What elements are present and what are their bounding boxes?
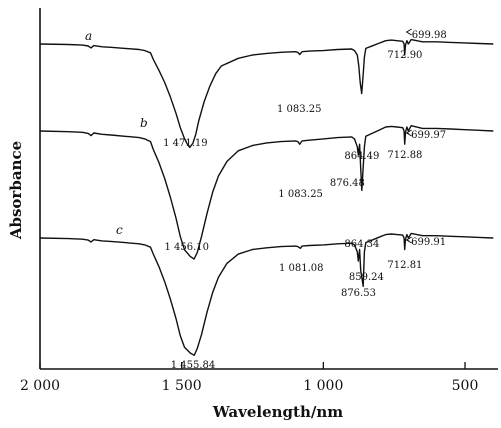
series-curves [39, 38, 494, 356]
x-ticks: 2 000 1 500 1 000 500 [20, 362, 478, 394]
peak-arrow [405, 236, 412, 244]
peak-label: 859.24 [349, 272, 384, 283]
peak-label: 864.34 [344, 239, 379, 250]
series-line-c [39, 232, 494, 356]
peak-label: 712.90 [387, 50, 422, 61]
peak-label: 712.81 [387, 260, 422, 271]
series-tag-b: b [140, 116, 148, 130]
series-tags: a b c [85, 29, 148, 237]
peak-label: 1 083.25 [277, 104, 322, 115]
peak-label: 699.98 [412, 30, 447, 41]
x-tick-label: 1 500 [162, 378, 202, 394]
peak-label: 864.49 [344, 151, 379, 162]
x-tick-label: 1 000 [303, 378, 343, 394]
peak-label: 1 083.25 [278, 189, 323, 200]
peak-label: 699.97 [411, 130, 446, 141]
peak-annotations: 1 471.19 1 083.25 864.49 712.90 699.98 1 456.… [163, 28, 447, 371]
peak-label: 712.88 [387, 150, 422, 161]
series-line-a [39, 38, 494, 149]
peak-arrow [405, 28, 412, 36]
peak-arrow [405, 129, 412, 137]
series-line-b [39, 125, 494, 260]
x-axis-label: Wavelength/nm [212, 403, 343, 421]
peak-label: 1 455.84 [171, 360, 216, 371]
peak-label: 1 081.08 [279, 263, 324, 274]
peak-label: 876.53 [341, 288, 376, 299]
series-tag-c: c [116, 223, 123, 237]
axes [39, 8, 498, 370]
y-axis-label: Absorbance [7, 141, 25, 240]
series-tag-a: a [85, 29, 92, 43]
peak-label: 1 456.10 [165, 242, 210, 253]
peak-label: 1 471.19 [163, 138, 208, 149]
x-tick-label: 2 000 [20, 378, 60, 394]
peak-label: 699.91 [411, 237, 446, 248]
x-tick-label: 500 [452, 378, 479, 394]
peak-label: 876.48 [330, 178, 365, 189]
